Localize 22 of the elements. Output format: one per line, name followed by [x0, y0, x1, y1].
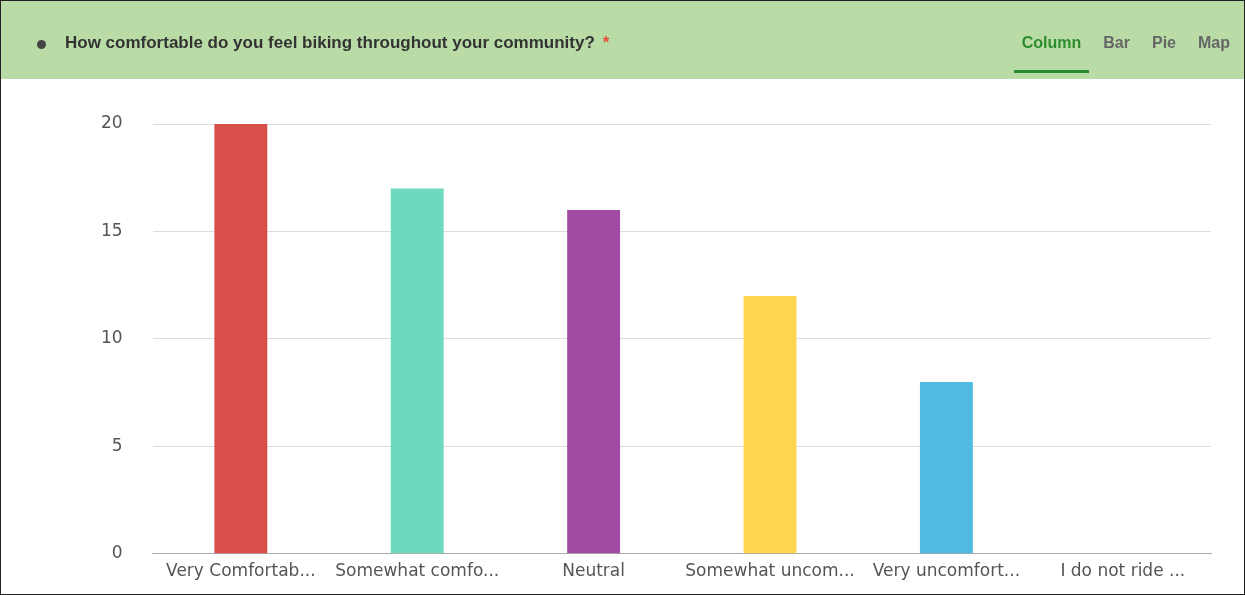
chart-title: How comfortable do you feel biking throughout your community? — [65, 33, 595, 52]
text: * — [602, 33, 610, 52]
x-tick-label: I do not ride ... — [1060, 560, 1186, 581]
bar — [919, 381, 973, 554]
y-tick-label: 15 — [100, 219, 123, 240]
text: Bar — [1103, 34, 1130, 53]
x-tick-label: Very Comfortab... — [166, 560, 316, 581]
x-tick-label: Very uncomfort... — [872, 560, 1021, 581]
x-tick-label: Somewhat uncom... — [685, 560, 855, 581]
y-tick-label: 10 — [100, 327, 123, 348]
x-tick-label: Somewhat comfo... — [335, 560, 500, 581]
text: Column — [1021, 34, 1082, 72]
text: Pie — [1151, 34, 1176, 53]
y-tick-label: 0 — [111, 542, 123, 563]
bar — [214, 124, 268, 554]
bar — [390, 188, 444, 554]
x-tick-label: Neutral — [562, 560, 625, 581]
bar — [743, 295, 797, 554]
text: Map — [1198, 34, 1230, 53]
y-tick-label: 5 — [111, 434, 123, 455]
bar — [567, 209, 621, 554]
y-tick-label: 20 — [100, 112, 123, 133]
